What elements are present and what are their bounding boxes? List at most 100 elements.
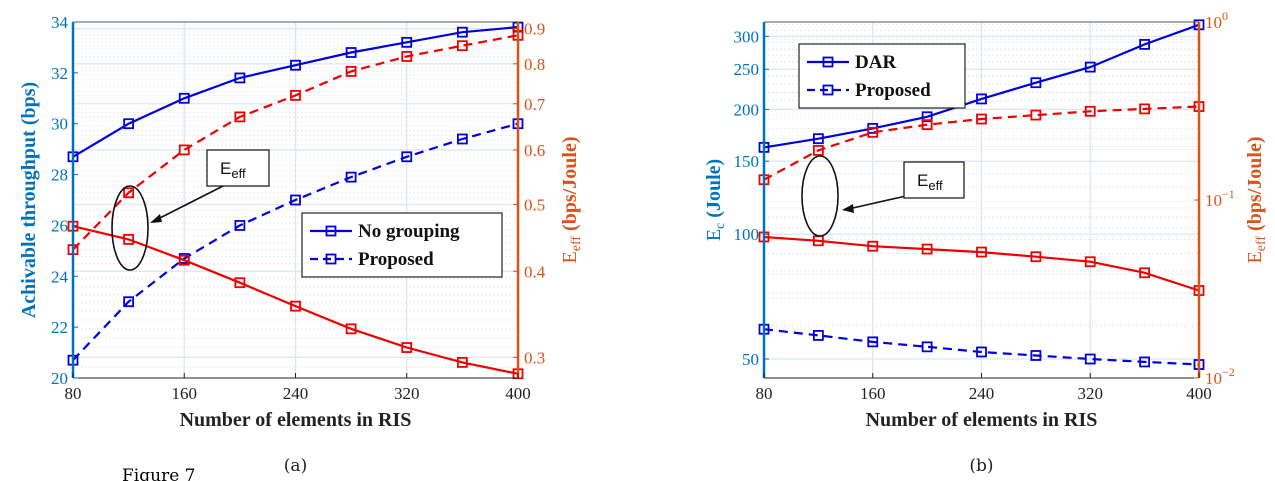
data-point <box>123 187 135 199</box>
series-line-3 <box>763 105 1200 181</box>
data-point <box>1139 103 1151 115</box>
data-point <box>1030 251 1042 263</box>
label-part: (bps/Joule) <box>559 137 581 236</box>
data-point <box>921 341 933 353</box>
data-point <box>1030 350 1042 361</box>
annotation-box <box>903 161 965 199</box>
y-right-tick-label: 0.8 <box>524 55 545 74</box>
label-part: E <box>559 251 581 263</box>
annotation-arrowhead <box>150 214 162 223</box>
data-point <box>178 254 190 266</box>
data-point <box>290 194 301 206</box>
data-point <box>123 296 135 308</box>
x-tick-label: 320 <box>394 384 420 403</box>
series-line-0 <box>72 26 519 158</box>
y-right-tick-label: 0.4 <box>524 262 546 281</box>
x-tick-label: 160 <box>172 384 198 403</box>
label-sub: eff <box>928 178 943 193</box>
data-point <box>976 246 987 258</box>
data-point <box>290 89 301 101</box>
x-tick-label: 240 <box>969 384 995 403</box>
data-point <box>1139 38 1151 50</box>
x-tick-label: 80 <box>65 384 82 403</box>
y-left-axis-label: Ec (Joule) <box>703 159 728 241</box>
data-point <box>123 118 135 130</box>
legend-entry: No grouping <box>358 221 460 242</box>
y-right-tick-label: 100 <box>1205 9 1228 32</box>
legend-box <box>798 43 966 109</box>
data-point <box>976 93 987 105</box>
data-point <box>867 126 879 138</box>
series-line-1 <box>72 122 519 361</box>
data-point <box>1084 105 1096 117</box>
legend-swatch-marker <box>325 225 337 237</box>
label-part: E <box>703 229 725 241</box>
series-line-3 <box>72 34 519 251</box>
data-point <box>345 66 357 77</box>
legend: DAR Proposed <box>798 43 966 109</box>
legend-entry: Proposed <box>855 80 931 101</box>
data-point <box>976 113 987 125</box>
y-left-tick-label: 26 <box>51 216 68 235</box>
data-point <box>1139 356 1151 368</box>
y-left-tick-label: 50 <box>742 350 759 369</box>
data-point <box>401 342 413 353</box>
data-point <box>123 233 135 245</box>
y-left-tick-label: 250 <box>734 60 760 79</box>
y-left-tick-label: 32 <box>51 64 68 83</box>
y-right-axis-label: Eeff (bps/Joule) <box>1244 137 1269 264</box>
annotation-box <box>206 149 270 187</box>
annotation-arrow-line <box>151 184 226 223</box>
annotation: Eeff <box>801 155 965 237</box>
annotation-ellipse <box>111 185 149 271</box>
annotation-arrow-line <box>843 195 907 211</box>
legend-swatch-marker <box>822 84 834 96</box>
y-left-tick-label: 28 <box>51 166 68 185</box>
annotation-arrowhead <box>842 204 854 213</box>
tick-exponent: 0 <box>1222 9 1228 23</box>
legend-swatch-marker <box>325 253 337 265</box>
y-left-tick-label: 20 <box>51 369 68 388</box>
label-part: (Joule) <box>703 159 725 223</box>
data-point <box>234 220 246 231</box>
x-tick-label: 400 <box>505 384 531 403</box>
x-tick-label: 160 <box>860 384 886 403</box>
data-point <box>345 323 357 335</box>
label-part: eff <box>1254 236 1269 252</box>
data-point <box>921 111 933 123</box>
y-right-tick-label: 0.5 <box>524 195 545 214</box>
x-axis-label: Number of elements in RIS <box>180 409 412 431</box>
data-point <box>456 133 468 145</box>
data-point <box>401 151 413 163</box>
data-point <box>1030 109 1042 121</box>
label-part: E <box>1244 251 1266 263</box>
data-point <box>234 111 246 123</box>
label-part: c <box>713 223 728 229</box>
x-axis-label: Number of elements in RIS <box>866 409 1098 431</box>
y-right-tick-label: 10−2 <box>1205 365 1235 388</box>
y-left-tick-label: 30 <box>51 115 68 134</box>
subfigure-caption: (b) <box>969 456 993 476</box>
y-left-tick-label: 100 <box>734 225 760 244</box>
y-right-tick-label: 10−1 <box>1205 187 1235 210</box>
data-point <box>976 346 987 358</box>
data-point <box>456 356 468 368</box>
y-right-tick-label: 0.6 <box>524 141 545 160</box>
annotation-ellipse <box>801 155 839 237</box>
y-left-tick-label: 150 <box>734 152 760 171</box>
data-point <box>401 36 413 48</box>
y-left-tick-label: 24 <box>51 267 69 286</box>
data-point <box>345 171 357 183</box>
data-point <box>401 51 413 62</box>
data-point <box>290 300 301 312</box>
data-point <box>456 26 468 38</box>
data-point <box>234 277 246 289</box>
annotation: Eeff <box>111 149 270 271</box>
x-tick-label: 80 <box>756 384 773 403</box>
y-left-axis-label: Achivable throughput (bps) <box>18 82 40 318</box>
data-point <box>1084 353 1096 365</box>
figure-note: Figure 7 <box>122 466 195 481</box>
data-point <box>812 133 824 145</box>
data-point <box>1084 256 1096 268</box>
chart-a: 80 160 240 320 400 20 22 24 26 28 30 32 34 0.3 0.4 0.5 0… <box>18 13 584 476</box>
